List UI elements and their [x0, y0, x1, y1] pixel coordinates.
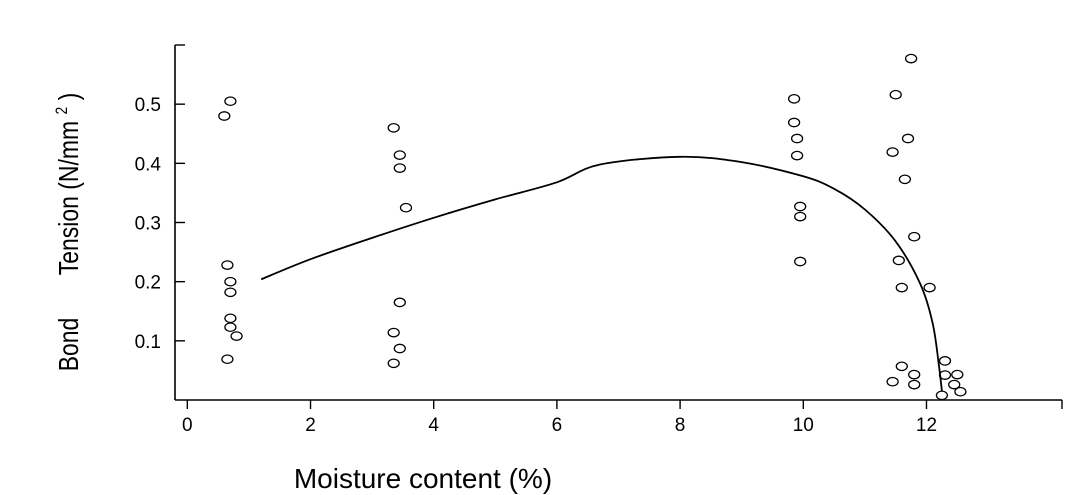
data-point — [387, 122, 400, 133]
data-point — [901, 133, 915, 144]
data-point — [895, 361, 908, 372]
data-point — [794, 201, 807, 212]
data-point — [938, 356, 952, 366]
y-axis-label: Bond Tension (N/mm 2 ) — [43, 93, 85, 372]
data-point — [951, 369, 964, 380]
data-point — [908, 369, 921, 380]
data-point — [393, 163, 406, 173]
data-points — [218, 53, 967, 401]
data-point — [224, 96, 237, 107]
data-point — [948, 379, 961, 390]
data-point — [387, 358, 400, 369]
y-axis-ticks: 0.1 0.2 0.3 0.4 0.5 — [135, 95, 185, 353]
data-point — [904, 53, 918, 64]
fit-curve — [260, 155, 943, 392]
x-tick-label: 12 — [916, 415, 937, 436]
y-tick-label: 0.1 — [135, 332, 161, 353]
y-axis-label-superscript: 2 — [53, 107, 72, 115]
data-point — [790, 150, 804, 161]
data-point — [224, 313, 237, 324]
x-tick-label: 2 — [305, 415, 316, 436]
data-point — [886, 376, 899, 387]
data-point — [898, 174, 912, 185]
data-point — [393, 297, 406, 308]
data-point — [954, 386, 967, 397]
data-point — [794, 256, 807, 267]
data-point — [794, 211, 807, 222]
data-point — [787, 93, 801, 104]
data-point — [221, 260, 234, 270]
data-point — [787, 117, 801, 128]
x-tick-label: 4 — [428, 415, 439, 436]
y-tick-label: 0.2 — [135, 273, 161, 294]
x-axis-ticks: 0 2 4 6 8 10 12 — [182, 400, 937, 436]
data-point — [399, 202, 413, 213]
data-point — [790, 133, 804, 144]
data-point — [387, 327, 400, 338]
axes — [174, 44, 1063, 409]
data-point — [908, 231, 921, 242]
y-tick-label: 0.5 — [135, 95, 161, 116]
data-point — [221, 354, 234, 365]
y-tick-label: 0.4 — [135, 154, 162, 175]
data-point — [892, 255, 905, 266]
data-point — [938, 370, 952, 380]
y-tick-label: 0.3 — [135, 214, 161, 235]
y-axis-label-word2: Tension (N/mm — [54, 121, 85, 275]
data-point — [393, 343, 406, 354]
x-axis-label: Moisture content (%) — [294, 463, 552, 494]
data-point — [935, 390, 949, 401]
data-point — [224, 322, 237, 333]
data-point — [218, 111, 231, 121]
data-point — [895, 282, 908, 293]
data-point — [908, 379, 921, 390]
data-point — [889, 89, 902, 100]
y-axis-label-word1: Bond — [54, 318, 85, 372]
data-point — [230, 331, 243, 341]
x-tick-label: 0 — [182, 415, 193, 436]
data-point — [923, 282, 936, 293]
data-point — [224, 287, 237, 298]
x-tick-label: 6 — [552, 415, 563, 436]
data-point — [393, 150, 406, 160]
data-point — [224, 276, 237, 287]
data-point — [886, 147, 899, 157]
x-tick-label: 8 — [675, 415, 686, 436]
x-tick-label: 10 — [793, 415, 814, 436]
y-axis-label-close: ) — [54, 93, 85, 101]
